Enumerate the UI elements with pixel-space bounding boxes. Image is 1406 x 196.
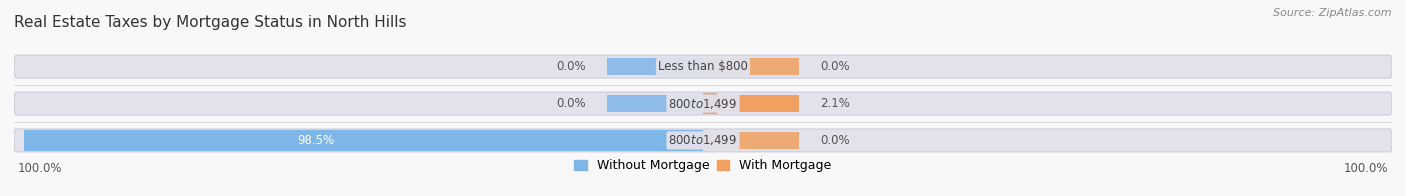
Legend: Without Mortgage, With Mortgage: Without Mortgage, With Mortgage: [569, 154, 837, 177]
Text: 98.5%: 98.5%: [297, 134, 335, 147]
Text: 2.1%: 2.1%: [820, 97, 851, 110]
Bar: [606, 95, 703, 112]
Bar: [703, 58, 800, 75]
Bar: [606, 58, 703, 75]
Bar: [606, 132, 703, 149]
Text: $800 to $1,499: $800 to $1,499: [668, 97, 738, 111]
FancyBboxPatch shape: [14, 92, 1392, 115]
FancyBboxPatch shape: [14, 129, 1392, 152]
Bar: [24, 130, 703, 151]
Text: 0.0%: 0.0%: [557, 60, 586, 73]
Text: 0.0%: 0.0%: [557, 97, 586, 110]
Text: Real Estate Taxes by Mortgage Status in North Hills: Real Estate Taxes by Mortgage Status in …: [14, 15, 406, 30]
Text: 100.0%: 100.0%: [1344, 162, 1389, 175]
Text: Source: ZipAtlas.com: Source: ZipAtlas.com: [1274, 8, 1392, 18]
FancyBboxPatch shape: [14, 55, 1392, 78]
Text: 0.0%: 0.0%: [820, 134, 849, 147]
Bar: [703, 93, 717, 114]
Text: 100.0%: 100.0%: [17, 162, 62, 175]
Text: Less than $800: Less than $800: [658, 60, 748, 73]
Text: $800 to $1,499: $800 to $1,499: [668, 133, 738, 147]
Bar: [703, 132, 800, 149]
Bar: [703, 95, 800, 112]
Text: 0.0%: 0.0%: [820, 60, 849, 73]
